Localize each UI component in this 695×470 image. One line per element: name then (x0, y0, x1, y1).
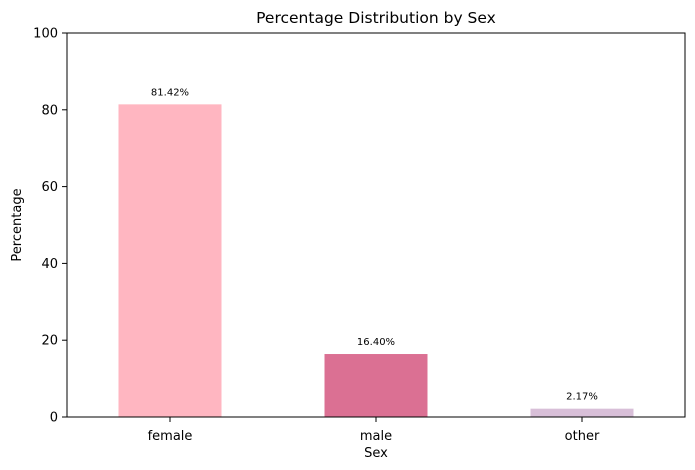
y-tick-label-80: 80 (41, 103, 58, 118)
x-tick-label-male: male (360, 429, 392, 444)
bar-male (324, 354, 428, 417)
chart-title: Percentage Distribution by Sex (256, 9, 496, 27)
data-labels-layer: 81.42% 16.40% 2.17% (151, 87, 598, 402)
data-label-female: 81.42% (151, 87, 189, 98)
y-tick-label-40: 40 (41, 257, 58, 272)
y-axis-label: Percentage (10, 188, 25, 261)
y-tick-label-0: 0 (50, 411, 58, 426)
x-tick-label-female: female (148, 429, 193, 444)
plot-frame (66, 32, 686, 418)
y-tick-label-100: 100 (33, 27, 58, 42)
data-label-other: 2.17% (566, 392, 598, 403)
y-tick-label-60: 60 (41, 180, 58, 195)
y-tick-label-20: 20 (41, 334, 58, 349)
bar-female (118, 104, 222, 417)
x-tick-label-other: other (565, 429, 600, 444)
bars-layer (118, 104, 634, 417)
x-axis: female male other (148, 417, 600, 444)
x-axis-label: Sex (364, 446, 388, 461)
data-label-male: 16.40% (357, 337, 395, 348)
y-axis: 0 20 40 60 80 100 (33, 27, 67, 426)
bar-other (530, 408, 634, 417)
